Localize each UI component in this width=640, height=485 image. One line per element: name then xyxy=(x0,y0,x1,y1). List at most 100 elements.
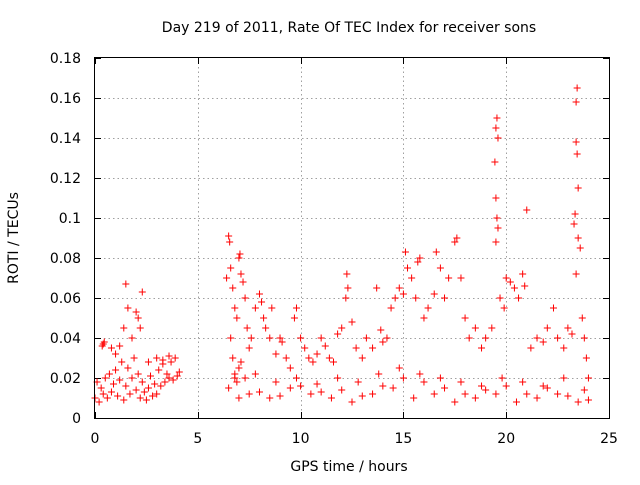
data-point xyxy=(229,354,237,362)
x-tick-labels: 0 5 10 15 20 25 xyxy=(91,431,618,447)
data-point xyxy=(292,374,300,382)
data-point xyxy=(492,194,500,202)
data-point xyxy=(493,214,501,222)
data-point xyxy=(399,374,407,382)
data-point xyxy=(235,364,243,372)
data-point xyxy=(560,374,568,382)
data-point xyxy=(571,210,579,218)
data-point xyxy=(130,354,138,362)
data-point xyxy=(301,344,309,352)
data-point xyxy=(493,114,501,122)
data-point xyxy=(235,394,243,402)
data-point xyxy=(574,184,582,192)
y-tick-label: 0.06 xyxy=(50,291,81,307)
data-point xyxy=(491,158,499,166)
data-point xyxy=(138,288,146,296)
data-point xyxy=(488,324,496,332)
data-point xyxy=(159,356,167,364)
data-point xyxy=(412,294,420,302)
data-point xyxy=(122,280,130,288)
data-point xyxy=(227,334,235,342)
data-point xyxy=(153,390,161,398)
data-point xyxy=(286,364,294,372)
data-point xyxy=(276,334,284,342)
data-point xyxy=(258,298,266,306)
data-point xyxy=(582,354,590,362)
data-point xyxy=(510,284,518,292)
data-point xyxy=(227,264,235,272)
data-point xyxy=(292,304,300,312)
data-point xyxy=(362,334,370,342)
x-tick-label: 0 xyxy=(91,431,100,447)
data-point xyxy=(570,220,578,228)
data-point xyxy=(578,314,586,322)
data-point xyxy=(369,390,377,398)
data-point xyxy=(297,334,305,342)
data-point xyxy=(521,282,529,290)
data-point xyxy=(122,382,130,390)
data-point xyxy=(233,314,241,322)
data-point xyxy=(110,380,118,388)
data-point xyxy=(395,284,403,292)
data-point xyxy=(416,370,424,378)
y-tick-label: 0.18 xyxy=(50,51,81,67)
data-point xyxy=(260,314,268,322)
data-point xyxy=(465,334,473,342)
data-point xyxy=(313,350,321,358)
data-point xyxy=(373,284,381,292)
data-point xyxy=(112,350,120,358)
data-point xyxy=(101,374,109,382)
data-point xyxy=(144,358,152,366)
data-point xyxy=(500,304,508,312)
x-tick-label: 20 xyxy=(497,431,515,447)
data-point xyxy=(391,294,399,302)
data-point xyxy=(478,344,486,352)
data-point xyxy=(112,366,120,374)
data-point xyxy=(255,388,263,396)
data-point xyxy=(149,392,157,400)
data-point xyxy=(231,304,239,312)
data-point xyxy=(568,330,576,338)
data-point xyxy=(329,358,337,366)
data-point xyxy=(543,384,551,392)
data-point xyxy=(512,398,520,406)
data-point xyxy=(120,324,128,332)
data-point xyxy=(539,382,547,390)
data-point xyxy=(236,250,244,258)
data-point xyxy=(533,394,541,402)
data-point xyxy=(414,258,422,266)
data-point xyxy=(543,324,551,332)
data-point xyxy=(229,284,237,292)
x-tick-label: 5 xyxy=(193,431,202,447)
data-point xyxy=(410,394,418,402)
data-point xyxy=(241,294,249,302)
data-point xyxy=(305,354,313,362)
data-point xyxy=(478,382,486,390)
data-point xyxy=(471,394,479,402)
data-point xyxy=(161,378,169,386)
data-point xyxy=(144,384,152,392)
data-point xyxy=(533,334,541,342)
data-point xyxy=(502,274,510,282)
data-point xyxy=(573,84,581,92)
data-point xyxy=(383,334,391,342)
data-point xyxy=(165,352,173,360)
data-point xyxy=(225,232,233,240)
data-point xyxy=(564,324,572,332)
data-point xyxy=(379,338,387,346)
data-point xyxy=(436,374,444,382)
data-point xyxy=(580,386,588,394)
data-point xyxy=(334,330,342,338)
data-point xyxy=(348,318,356,326)
data-point xyxy=(237,270,245,278)
data-point xyxy=(344,284,352,292)
data-point xyxy=(266,394,274,402)
data-point xyxy=(223,274,231,282)
data-point xyxy=(584,374,592,382)
data-point xyxy=(457,274,465,282)
data-point xyxy=(151,380,159,388)
data-point xyxy=(519,270,527,278)
data-point xyxy=(432,248,440,256)
data-point xyxy=(134,314,142,322)
